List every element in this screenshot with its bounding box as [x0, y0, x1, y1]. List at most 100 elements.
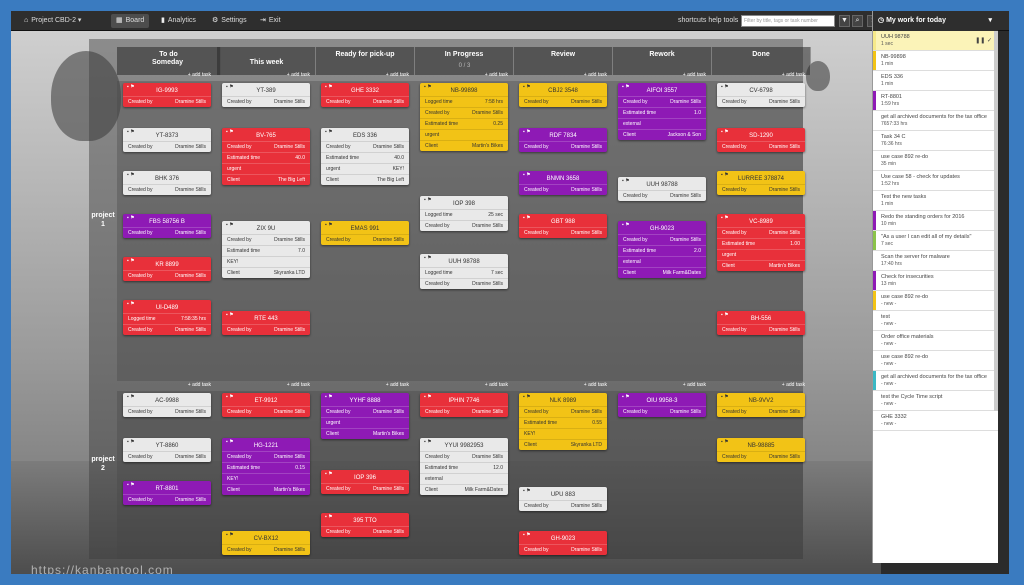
task-card[interactable]: ▪ ⚑ GH-9023 Created by Dramine Stills: [519, 531, 607, 555]
task-card[interactable]: ▪ ⚑ NB-99898 Logged time 7:58 hrs Created by…: [420, 83, 508, 151]
my-work-item[interactable]: "As a user I can edit all of my details"…: [873, 231, 998, 251]
task-card[interactable]: ▪ ⚑ ET-9912 Created by Dramine Stills: [222, 393, 310, 417]
task-card[interactable]: ▪ ⚑ SD-1290 Created by Dramine Stills: [717, 128, 805, 152]
task-card[interactable]: ▪ ⚑ NLK 8989 Created by Dramine Stills Estim…: [519, 393, 607, 450]
my-work-item-time: 13 min: [881, 281, 897, 287]
add-task-button[interactable]: + add task: [187, 382, 211, 388]
task-card[interactable]: ▪ ⚑ YT-8373 Created by Dramine Stills: [123, 128, 211, 152]
add-task-button[interactable]: + add task: [385, 382, 409, 388]
my-work-item[interactable]: Task 34 C 76:36 hrs: [873, 131, 998, 151]
task-card[interactable]: ▪ ⚑ CV-BX12 Created by Dramine Stills: [222, 531, 310, 555]
add-task-button[interactable]: + add task: [286, 382, 310, 388]
task-card[interactable]: ▪ ⚑ CV-6798 Created by Dramine Stills: [717, 83, 805, 107]
add-task-button[interactable]: + add task: [583, 72, 607, 78]
add-task-button[interactable]: + add task: [781, 382, 805, 388]
task-card[interactable]: ▪ ⚑ YYUI 9982953 Created by Dramine Stills E…: [420, 438, 508, 495]
tab-exit[interactable]: ⇥ Exit: [255, 14, 286, 28]
field-label: Estimated time: [623, 110, 657, 116]
task-card[interactable]: ▪ ⚑ KR 8899 Created by Dramine Stills: [123, 257, 211, 281]
my-work-item[interactable]: test - new -: [873, 311, 998, 331]
field-label: urgent: [326, 166, 341, 172]
task-card[interactable]: ▪ ⚑ RTE 443 Created by Dramine Stills: [222, 311, 310, 335]
my-work-item[interactable]: Check for insecurities 13 min: [873, 271, 998, 291]
filter-toggle-button[interactable]: ▼: [839, 15, 850, 27]
my-work-item[interactable]: EDS 336 1 min: [873, 71, 998, 91]
my-work-item[interactable]: Test the new tasks 1 min: [873, 191, 998, 211]
add-task-button[interactable]: + add task: [484, 382, 508, 388]
my-work-item[interactable]: get all archived documents for the tax o…: [873, 111, 998, 131]
field-value: Dramine Stills: [274, 409, 305, 415]
task-card[interactable]: ▪ ⚑ UI-D489 Logged time 7:58:35 hrs Created …: [123, 300, 211, 335]
task-card[interactable]: ▪ ⚑ 395 TTO Created by Dramine Stills: [321, 513, 409, 537]
tab-settings[interactable]: ⚙ Settings: [207, 14, 252, 28]
task-card[interactable]: ▪ ⚑ YT-8860 Created by Dramine Stills: [123, 438, 211, 462]
my-work-item[interactable]: UUH 98788 1 sec ❚❚ ✓: [873, 31, 998, 51]
add-task-button[interactable]: + add task: [385, 72, 409, 78]
task-card[interactable]: ▪ ⚑ ZIX 9U Created by Dramine Stills Estimat…: [222, 221, 310, 278]
add-task-button[interactable]: + add task: [682, 382, 706, 388]
task-card[interactable]: ▪ ⚑ VC-8989 Created by Dramine Stills Estima…: [717, 214, 805, 271]
task-card[interactable]: ▪ ⚑ LURREE 378874 Created by Dramine Stills: [717, 171, 805, 195]
task-card[interactable]: ▪ ⚑ IPHIN 7746 Created by Dramine Stills: [420, 393, 508, 417]
task-card[interactable]: ▪ ⚑ BV-765 Created by Dramine Stills Estimat…: [222, 128, 310, 185]
add-task-button[interactable]: + add task: [286, 72, 310, 78]
task-card[interactable]: ▪ ⚑ IOP 396 Created by Dramine Stills: [321, 470, 409, 494]
add-task-button[interactable]: + add task: [187, 72, 211, 78]
top-toolbar: ⌂ Project CBD-2 ▾ ▦ Board ▮ Analytics ⚙ Sett…: [11, 11, 1009, 31]
task-card-field: KEY!: [519, 428, 607, 439]
task-card[interactable]: ▪ ⚑ BNMN 3658 Created by Dramine Stills: [519, 171, 607, 195]
task-card[interactable]: ▪ ⚑ CBJ2 3548 Created by Dramine Stills: [519, 83, 607, 107]
field-label: urgent: [326, 420, 341, 426]
add-task-button[interactable]: + add task: [583, 382, 607, 388]
task-card[interactable]: ▪ ⚑ GHE 3332 Created by Dramine Stills: [321, 83, 409, 107]
task-card[interactable]: ▪ ⚑ IOP 398 Logged time 25 sec Created by Dra…: [420, 196, 508, 231]
help-menu[interactable]: shortcuts help tools: [678, 17, 739, 24]
task-card[interactable]: ▪ ⚑ OIU 9958-3 Created by Dramine Stills: [618, 393, 706, 417]
tab-board[interactable]: ▦ Board: [111, 14, 150, 28]
task-card[interactable]: ▪ ⚑ NB-98885 Created by Dramine Stills: [717, 438, 805, 462]
scrollbar[interactable]: [994, 31, 998, 411]
my-work-header[interactable]: ◷ My work for today ▾: [873, 11, 998, 31]
task-card[interactable]: ▪ ⚑ RT-8801 Created by Dramine Stills: [123, 481, 211, 505]
task-card[interactable]: ▪ ⚑ GBT 988 Created by Dramine Stills: [519, 214, 607, 238]
my-work-item[interactable]: use case 892 re-do - new -: [873, 291, 998, 311]
search-button[interactable]: ⌕: [852, 15, 863, 27]
task-card[interactable]: ▪ ⚑ UUH 98788 Created by Dramine Stills: [618, 177, 706, 201]
my-work-item[interactable]: Redo the standing orders for 2016 10 min: [873, 211, 998, 231]
task-card[interactable]: ▪ ⚑ EMAS 991 Created by Dramine Stills: [321, 221, 409, 245]
my-work-item[interactable]: Scan the server for malware 17:40 hrs: [873, 251, 998, 271]
task-card[interactable]: ▪ ⚑ FBS 58756 B Created by Dramine Stills: [123, 214, 211, 238]
task-card[interactable]: ▪ ⚑ HG-1221 Created by Dramine Stills Estima…: [222, 438, 310, 495]
task-card[interactable]: ▪ ⚑ UUH 98788 Logged time 7 sec Created by Dr…: [420, 254, 508, 289]
task-card[interactable]: ▪ ⚑ GH-9023 Created by Dramine Stills Estima…: [618, 221, 706, 278]
task-card[interactable]: ▪ ⚑ BH-556 Created by Dramine Stills: [717, 311, 805, 335]
task-card[interactable]: ▪ ⚑ NB-9VV2 Created by Dramine Stills: [717, 393, 805, 417]
filter-input[interactable]: Filter by title, tags or task number: [741, 15, 835, 27]
task-card[interactable]: ▪ ⚑ AIFOI 3557 Created by Dramine Stills Est…: [618, 83, 706, 140]
task-card[interactable]: ▪ ⚑ EDS 336 Created by Dramine Stills Estima…: [321, 128, 409, 185]
my-work-item[interactable]: get all archived documents for the tax o…: [873, 371, 998, 391]
my-work-item[interactable]: use case 892 re-do 35 min: [873, 151, 998, 171]
pause-icon[interactable]: ❚❚ ✓: [975, 38, 992, 44]
add-task-button[interactable]: + add task: [781, 72, 805, 78]
my-work-item[interactable]: GHE 3332- new -: [873, 411, 998, 431]
task-card[interactable]: ▪ ⚑ BHK 376 Created by Dramine Stills: [123, 171, 211, 195]
task-card[interactable]: ▪ ⚑ UPU 883 Created by Dramine Stills: [519, 487, 607, 511]
my-work-item[interactable]: Use case 58 - check for updates 1:52 hrs: [873, 171, 998, 191]
add-task-button[interactable]: + add task: [484, 72, 508, 78]
task-card[interactable]: ▪ ⚑ IG-9993 Created by Dramine Stills: [123, 83, 211, 107]
my-work-item[interactable]: test the Cycle Time script - new -: [873, 391, 998, 411]
task-card[interactable]: ▪ ⚑ YT-389 Created by Dramine Stills: [222, 83, 310, 107]
field-value: 0.55: [592, 420, 602, 426]
add-task-button[interactable]: + add task: [682, 72, 706, 78]
tab-analytics[interactable]: ▮ Analytics: [156, 14, 201, 28]
task-card[interactable]: ▪ ⚑ AC-9988 Created by Dramine Stills: [123, 393, 211, 417]
my-work-item[interactable]: use case 892 re-do - new -: [873, 351, 998, 371]
my-work-item[interactable]: NB-99898 1 min: [873, 51, 998, 71]
tab-settings-label: Settings: [221, 17, 247, 24]
task-card[interactable]: ▪ ⚑ YYHF 8888 Created by Dramine Stills urge…: [321, 393, 409, 439]
my-work-item[interactable]: Order office materials - new -: [873, 331, 998, 351]
project-switcher[interactable]: ⌂ Project CBD-2 ▾: [24, 17, 82, 24]
task-card[interactable]: ▪ ⚑ RDF 7834 Created by Dramine Stills: [519, 128, 607, 152]
my-work-item[interactable]: RT-8801 1:59 hrs: [873, 91, 998, 111]
